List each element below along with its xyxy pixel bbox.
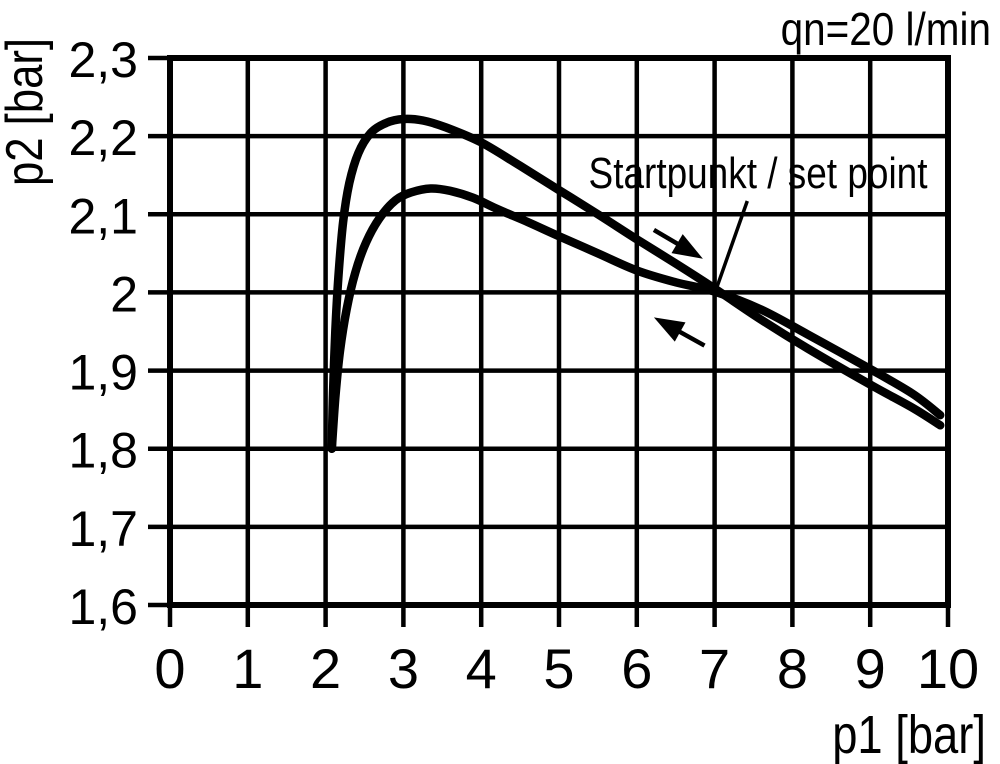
x-tick-label: 6 <box>621 637 652 700</box>
curve-forward <box>327 114 945 453</box>
curve-return <box>327 184 945 453</box>
y-tick-label: 1,7 <box>68 501 138 557</box>
x-tick-label: 9 <box>855 637 886 700</box>
hysteresis-curves <box>327 114 945 453</box>
y-axis-label: p2 [bar] <box>0 38 54 186</box>
x-tick-label: 0 <box>154 637 185 700</box>
y-tick-label: 1,9 <box>68 345 138 401</box>
chart-title: qn=20 l/min <box>781 5 991 56</box>
x-tick-label: 1 <box>232 637 263 700</box>
return-direction-arrow <box>653 317 706 348</box>
x-tick-labels: 0 1 2 3 4 5 6 7 8 9 10 <box>154 637 979 700</box>
y-tick-label: 2 <box>110 266 138 322</box>
y-tick-label: 1,6 <box>68 579 138 635</box>
axis-tick-marks <box>148 55 951 627</box>
annotation-arrows-and-leader <box>652 200 749 348</box>
forward-direction-arrow <box>652 227 703 259</box>
y-tick-label: 2,1 <box>68 188 138 244</box>
x-tick-label: 2 <box>310 637 341 700</box>
x-tick-label: 3 <box>388 637 419 700</box>
y-tick-label: 2,3 <box>68 32 138 88</box>
x-tick-label: 5 <box>543 637 574 700</box>
x-tick-label: 8 <box>777 637 808 700</box>
x-axis-label: p1 [bar] <box>832 704 986 764</box>
set-point-annotation-label: Startpunkt / set point <box>589 148 928 198</box>
x-tick-label: 10 <box>917 637 979 700</box>
x-tick-label: 4 <box>466 637 497 700</box>
y-tick-labels: 2,3 2,2 2,1 2 1,9 1,8 1,7 1,6 <box>68 32 138 635</box>
grid-lines <box>167 55 951 608</box>
y-tick-label: 2,2 <box>68 110 138 166</box>
x-tick-label: 7 <box>699 637 730 700</box>
y-tick-label: 1,8 <box>68 423 138 479</box>
